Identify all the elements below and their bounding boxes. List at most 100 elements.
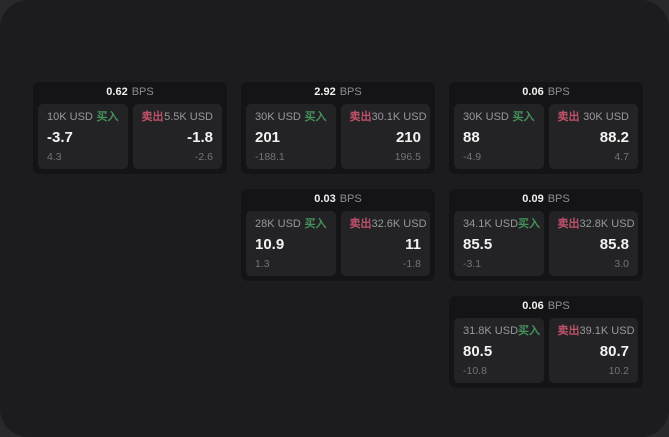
buy-side-label: 买入 [96, 111, 119, 123]
buy-panel-top: 31.8K USD 买入 [463, 325, 540, 337]
sell-side-label: 卖出 [349, 111, 372, 123]
buy-panel[interactable]: 10K USD 买入 -3.7 4.3 [38, 104, 128, 169]
sell-panel[interactable]: 卖出 32.8K USD 85.8 3.0 [548, 211, 638, 276]
spread-value: 0.06 [522, 300, 544, 312]
sell-panel[interactable]: 卖出 32.6K USD 11 -1.8 [340, 211, 430, 276]
sell-price: 85.8 [599, 236, 629, 253]
quote-panels: 34.1K USD 买入 85.5 -3.1 卖出 32.8K USD 85.8… [454, 211, 638, 276]
quote-card: 0.09 BPS 34.1K USD 买入 85.5 -3.1 卖出 [449, 189, 643, 281]
quote-panels: 10K USD 买入 -3.7 4.3 卖出 5.5K USD -1.8 -2.… [38, 104, 222, 169]
buy-panel[interactable]: 28K USD 买入 10.9 1.3 [246, 211, 336, 276]
buy-side-label: 买入 [512, 111, 535, 123]
spread-header: 0.62 BPS [33, 82, 227, 103]
quote-column-2: 2.92 BPS 30K USD 买入 201 -188.1 卖出 [241, 82, 435, 281]
sell-panel[interactable]: 卖出 30.1K USD 210 196.5 [340, 104, 430, 169]
buy-delta: -188.1 [255, 151, 285, 163]
sell-price: -1.8 [187, 129, 213, 146]
buy-amount: 34.1K USD [463, 218, 519, 230]
buy-panel[interactable]: 34.1K USD 买入 85.5 -3.1 [454, 211, 544, 276]
quote-panels: 28K USD 买入 10.9 1.3 卖出 32.6K USD 11 -1.8 [246, 211, 430, 276]
sell-delta: -1.8 [402, 258, 421, 270]
buy-side-label: 买入 [518, 325, 541, 337]
sell-panel-top: 卖出 30K USD [558, 111, 630, 123]
sell-panel-top: 卖出 39.1K USD [557, 325, 635, 337]
buy-panel[interactable]: 31.8K USD 买入 80.5 -10.8 [454, 318, 544, 383]
buy-price: 88 [463, 129, 480, 146]
sell-delta: 4.7 [614, 151, 629, 163]
sell-amount: 30.1K USD [371, 111, 427, 123]
buy-panel-top: 28K USD 买入 [255, 218, 327, 230]
sell-delta: -2.6 [194, 151, 213, 163]
buy-price: 201 [255, 129, 281, 146]
buy-delta: -10.8 [463, 365, 487, 377]
sell-price: 210 [395, 129, 421, 146]
spread-header: 0.09 BPS [449, 189, 643, 210]
spread-unit: BPS [339, 193, 362, 205]
sell-panel-top: 卖出 32.6K USD [349, 218, 427, 230]
sell-panel-top: 卖出 32.8K USD [557, 218, 635, 230]
sell-side-label: 卖出 [557, 218, 580, 230]
sell-panel-top: 卖出 5.5K USD [142, 111, 214, 123]
quote-card: 2.92 BPS 30K USD 买入 201 -188.1 卖出 [241, 82, 435, 174]
buy-panel[interactable]: 30K USD 买入 88 -4.9 [454, 104, 544, 169]
quote-card: 0.62 BPS 10K USD 买入 -3.7 4.3 卖出 [33, 82, 227, 174]
sell-amount: 5.5K USD [164, 111, 213, 123]
spread-unit: BPS [547, 193, 570, 205]
sell-amount: 39.1K USD [579, 325, 635, 337]
buy-panel[interactable]: 30K USD 买入 201 -188.1 [246, 104, 336, 169]
spread-value: 0.62 [106, 86, 128, 98]
sell-side-label: 卖出 [141, 111, 164, 123]
buy-panel-top: 30K USD 买入 [463, 111, 535, 123]
quote-column-3: 0.06 BPS 30K USD 买入 88 -4.9 卖出 [449, 82, 643, 388]
spread-value: 0.09 [522, 193, 544, 205]
quote-panels: 31.8K USD 买入 80.5 -10.8 卖出 39.1K USD 80.… [454, 318, 638, 383]
quote-card: 0.03 BPS 28K USD 买入 10.9 1.3 卖出 [241, 189, 435, 281]
buy-amount: 10K USD [47, 111, 93, 123]
buy-amount: 31.8K USD [463, 325, 519, 337]
quote-column-1: 0.62 BPS 10K USD 买入 -3.7 4.3 卖出 [33, 82, 227, 174]
spread-header: 0.06 BPS [449, 296, 643, 317]
buy-side-label: 买入 [304, 111, 327, 123]
buy-amount: 30K USD [463, 111, 509, 123]
buy-price: 10.9 [255, 236, 285, 253]
sell-delta: 3.0 [614, 258, 629, 270]
spread-unit: BPS [339, 86, 362, 98]
buy-panel-top: 30K USD 买入 [255, 111, 327, 123]
spread-unit: BPS [547, 86, 570, 98]
sell-panel-top: 卖出 30.1K USD [349, 111, 427, 123]
sell-side-label: 卖出 [557, 325, 580, 337]
spread-value: 2.92 [314, 86, 336, 98]
buy-amount: 28K USD [255, 218, 301, 230]
sell-side-label: 卖出 [349, 218, 372, 230]
sell-delta: 10.2 [608, 365, 629, 377]
sell-panel[interactable]: 卖出 39.1K USD 80.7 10.2 [548, 318, 638, 383]
buy-amount: 30K USD [255, 111, 301, 123]
spread-unit: BPS [131, 86, 154, 98]
sell-price: 88.2 [599, 129, 629, 146]
sell-amount: 32.8K USD [579, 218, 635, 230]
quote-board: 0.62 BPS 10K USD 买入 -3.7 4.3 卖出 [33, 82, 643, 388]
quote-card: 0.06 BPS 30K USD 买入 88 -4.9 卖出 [449, 82, 643, 174]
spread-unit: BPS [547, 300, 570, 312]
sell-panel[interactable]: 卖出 30K USD 88.2 4.7 [548, 104, 638, 169]
sell-delta: 196.5 [394, 151, 421, 163]
spread-value: 0.03 [314, 193, 336, 205]
buy-price: 85.5 [463, 236, 493, 253]
buy-delta: 4.3 [47, 151, 62, 163]
sell-price: 80.7 [599, 343, 629, 360]
quote-panels: 30K USD 买入 88 -4.9 卖出 30K USD 88.2 4.7 [454, 104, 638, 169]
spread-value: 0.06 [522, 86, 544, 98]
sell-panel[interactable]: 卖出 5.5K USD -1.8 -2.6 [132, 104, 222, 169]
spread-header: 0.03 BPS [241, 189, 435, 210]
spread-header: 0.06 BPS [449, 82, 643, 103]
buy-price: -3.7 [47, 129, 73, 146]
quote-card: 0.06 BPS 31.8K USD 买入 80.5 -10.8 卖 [449, 296, 643, 388]
sell-amount: 32.6K USD [371, 218, 427, 230]
sell-amount: 30K USD [583, 111, 629, 123]
buy-side-label: 买入 [304, 218, 327, 230]
buy-delta: -4.9 [463, 151, 482, 163]
buy-side-label: 买入 [518, 218, 541, 230]
buy-panel-top: 34.1K USD 买入 [463, 218, 540, 230]
sell-price: 11 [405, 236, 421, 253]
